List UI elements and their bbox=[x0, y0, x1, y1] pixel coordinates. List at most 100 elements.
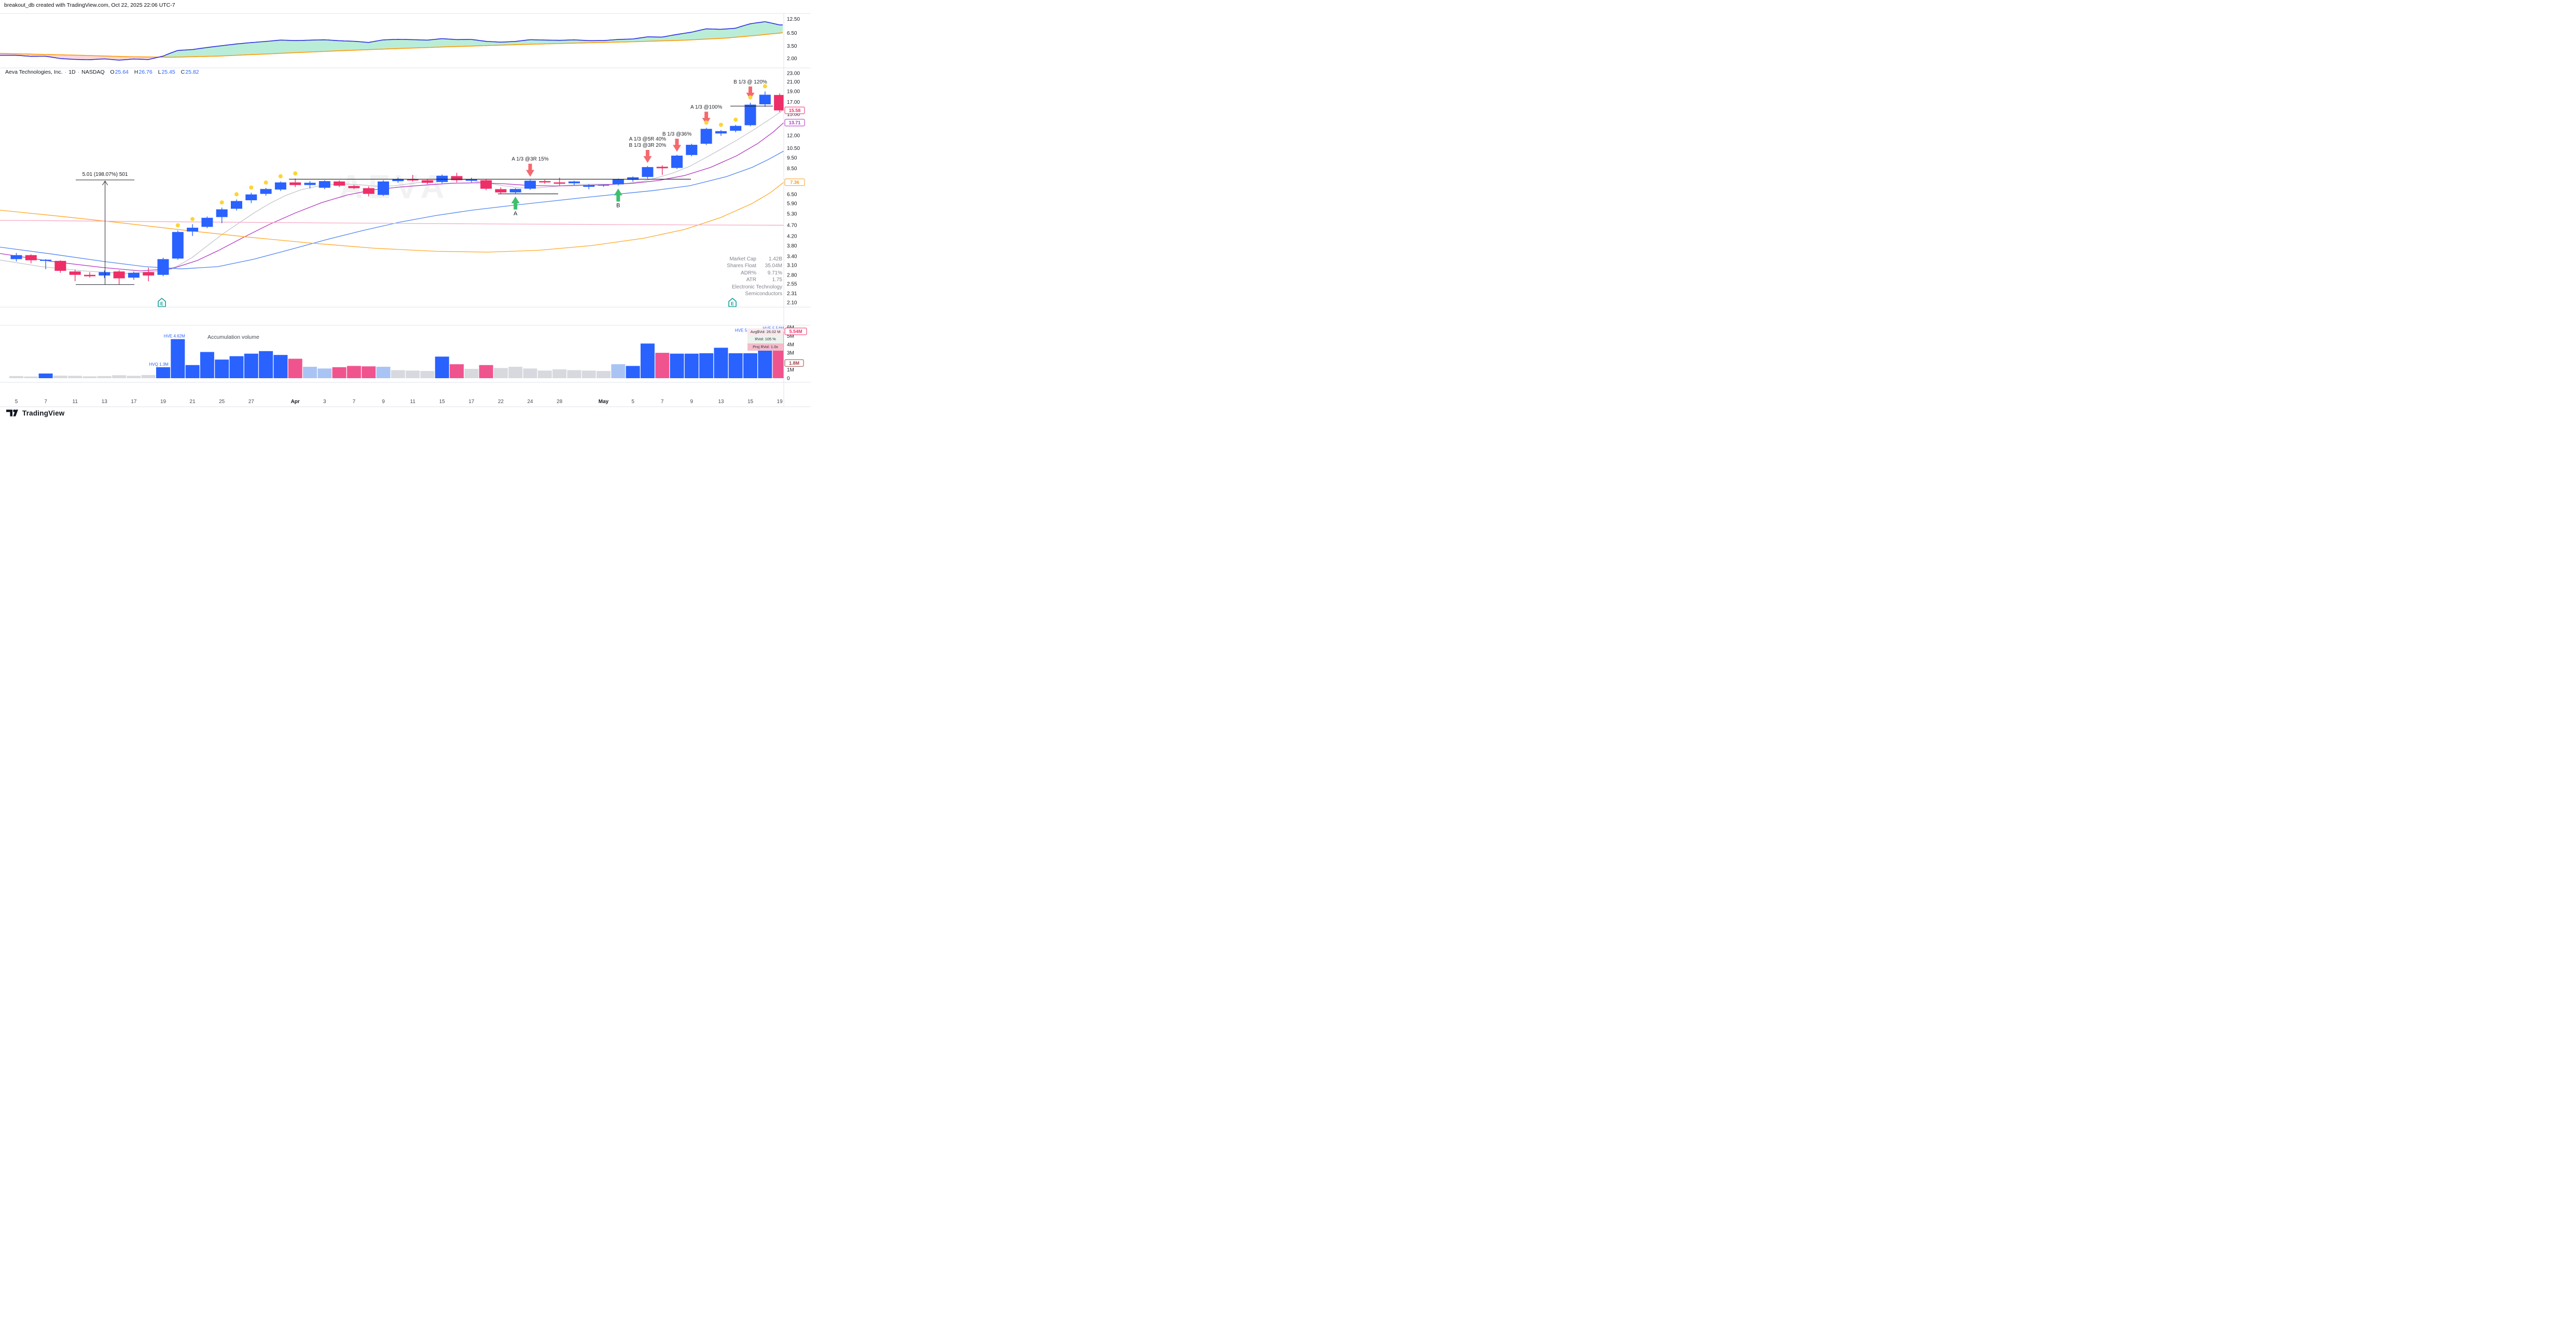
candle-body[interactable] bbox=[318, 181, 330, 188]
candle-body[interactable] bbox=[260, 189, 272, 194]
volume-bar[interactable] bbox=[332, 367, 347, 378]
volume-bar[interactable] bbox=[552, 369, 567, 378]
buy-arrow-icon[interactable] bbox=[511, 196, 520, 210]
candle-body[interactable] bbox=[216, 209, 228, 217]
volume-bar[interactable] bbox=[464, 369, 479, 378]
volume-bar[interactable] bbox=[244, 353, 258, 378]
candle-body[interactable] bbox=[451, 176, 463, 181]
candle-body[interactable] bbox=[201, 217, 213, 227]
candle-body[interactable] bbox=[421, 180, 433, 183]
sell-annotation-text[interactable]: A 1/3 @3R 15% bbox=[511, 157, 548, 162]
candle-body[interactable] bbox=[568, 181, 580, 184]
volume-bar[interactable] bbox=[450, 364, 464, 378]
volume-bar[interactable] bbox=[68, 376, 82, 378]
candle-body[interactable] bbox=[480, 180, 492, 189]
candle-body[interactable] bbox=[509, 189, 521, 192]
sell-arrow-icon[interactable] bbox=[526, 163, 534, 177]
candle-body[interactable] bbox=[642, 167, 654, 177]
volume-bar[interactable] bbox=[127, 376, 141, 378]
symbol-interval[interactable]: 1D bbox=[68, 69, 76, 75]
volume-bar[interactable] bbox=[288, 358, 302, 379]
candle-body[interactable] bbox=[583, 185, 595, 187]
candle-body[interactable] bbox=[128, 272, 140, 278]
volume-bar[interactable] bbox=[640, 343, 655, 378]
sell-annotation-text[interactable]: A 1/3 @100% bbox=[690, 104, 722, 110]
volume-bar[interactable] bbox=[259, 351, 273, 378]
candle-body[interactable] bbox=[715, 131, 727, 134]
volume-bar[interactable] bbox=[508, 367, 523, 378]
candle-body[interactable] bbox=[539, 181, 551, 183]
candle-body[interactable] bbox=[363, 188, 375, 194]
candle-body[interactable] bbox=[348, 186, 360, 188]
overview-ma-line[interactable] bbox=[0, 32, 783, 58]
volume-bar[interactable] bbox=[362, 366, 376, 378]
volume-bar[interactable] bbox=[728, 353, 743, 378]
sell-annotation-text[interactable]: B 1/3 @36% bbox=[662, 131, 691, 137]
ma-line-blue[interactable] bbox=[0, 150, 784, 269]
candle-body[interactable] bbox=[54, 260, 66, 271]
candle-body[interactable] bbox=[627, 177, 639, 180]
volume-bar[interactable] bbox=[229, 356, 244, 378]
sell-arrow-icon[interactable] bbox=[673, 139, 681, 152]
sell-arrow-icon[interactable] bbox=[702, 112, 711, 125]
volume-bar[interactable] bbox=[185, 365, 200, 378]
volume-bar[interactable] bbox=[38, 374, 53, 378]
volume-bar[interactable] bbox=[597, 371, 611, 378]
volume-bar[interactable] bbox=[391, 370, 405, 379]
candle-body[interactable] bbox=[187, 227, 199, 232]
candle-body[interactable] bbox=[113, 271, 125, 279]
candle-body[interactable] bbox=[157, 259, 169, 275]
candle-body[interactable] bbox=[231, 201, 242, 209]
volume-bar[interactable] bbox=[82, 376, 97, 378]
buy-annotation-text[interactable]: B bbox=[616, 203, 620, 209]
candle-body[interactable] bbox=[304, 183, 316, 185]
volume-bar[interactable] bbox=[97, 376, 112, 378]
volume-bar[interactable] bbox=[714, 348, 728, 378]
ma-line-pink[interactable] bbox=[0, 219, 784, 226]
sell-annotation-text[interactable]: B 1/3 @3R 20% bbox=[629, 143, 666, 148]
volume-bar[interactable] bbox=[523, 368, 537, 378]
volume-bar[interactable] bbox=[406, 370, 420, 378]
candle-body[interactable] bbox=[700, 129, 712, 144]
overview-close-line[interactable] bbox=[0, 21, 783, 61]
volume-bar[interactable] bbox=[581, 370, 596, 378]
candle-body[interactable] bbox=[656, 167, 668, 169]
candle-body[interactable] bbox=[25, 255, 37, 260]
ma-line-orange[interactable] bbox=[0, 182, 784, 253]
ma-line-purple[interactable] bbox=[0, 122, 784, 271]
volume-bar[interactable] bbox=[567, 370, 581, 379]
candle-body[interactable] bbox=[143, 272, 155, 276]
candle-body[interactable] bbox=[392, 178, 404, 182]
candle-body[interactable] bbox=[289, 182, 301, 185]
candle-body[interactable] bbox=[759, 94, 771, 105]
candle-body[interactable] bbox=[407, 179, 419, 181]
volume-bar[interactable] bbox=[171, 339, 185, 378]
candle-body[interactable] bbox=[436, 175, 448, 182]
volume-bar[interactable] bbox=[420, 371, 435, 378]
volume-bar[interactable] bbox=[9, 376, 23, 378]
symbol-name[interactable]: Aeva Technologies, Inc. bbox=[5, 69, 63, 75]
candle-body[interactable] bbox=[378, 181, 389, 195]
volume-bar[interactable] bbox=[684, 353, 699, 378]
candle-body[interactable] bbox=[274, 182, 286, 190]
candle-body[interactable] bbox=[84, 274, 95, 277]
earnings-marker-icon[interactable] bbox=[158, 298, 166, 307]
volume-bar[interactable] bbox=[611, 364, 626, 378]
volume-bar[interactable] bbox=[303, 367, 317, 378]
symbol-legend[interactable]: Aeva Technologies, Inc. · 1D · NASDAQ O25.64… bbox=[5, 69, 199, 75]
candle-body[interactable] bbox=[495, 189, 507, 192]
volume-bar[interactable] bbox=[626, 366, 640, 378]
candle-body[interactable] bbox=[245, 194, 257, 200]
candle-body[interactable] bbox=[730, 126, 742, 131]
buy-arrow-icon[interactable] bbox=[614, 188, 622, 202]
candle-body[interactable] bbox=[744, 104, 756, 126]
earnings-marker-icon[interactable] bbox=[728, 298, 737, 307]
volume-bar[interactable] bbox=[53, 376, 67, 378]
volume-bar[interactable] bbox=[141, 375, 156, 378]
volume-bar[interactable] bbox=[215, 360, 229, 378]
candle-body[interactable] bbox=[99, 272, 110, 276]
volume-bar[interactable] bbox=[317, 368, 332, 378]
sell-arrow-icon[interactable] bbox=[746, 86, 755, 100]
volume-bar[interactable] bbox=[435, 356, 449, 378]
